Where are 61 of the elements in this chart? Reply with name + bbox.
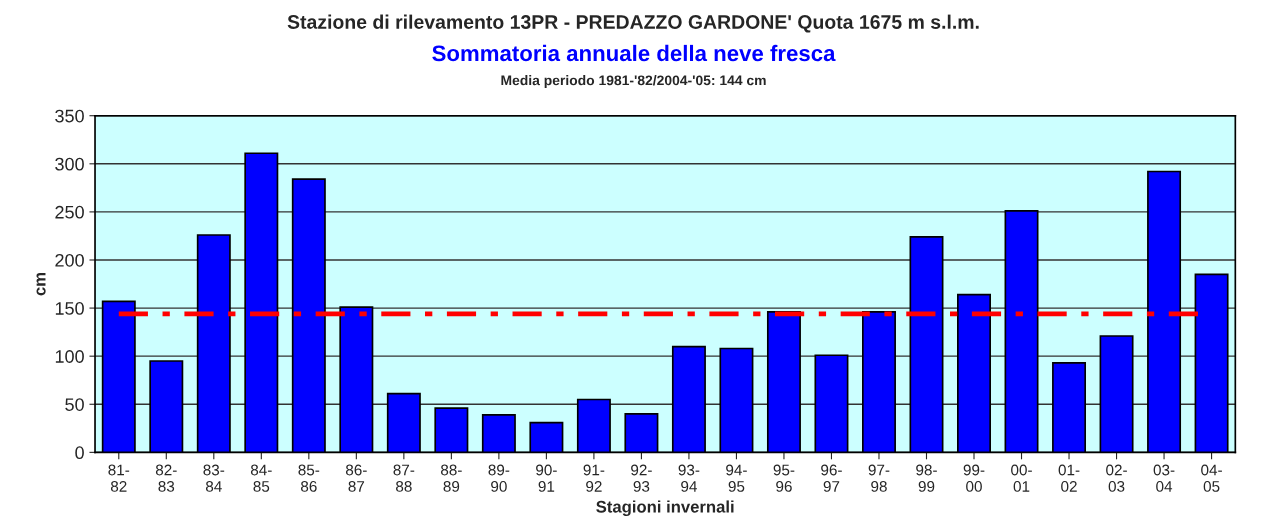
bar	[101, 300, 136, 453]
x-tick-label: 98- 99	[916, 464, 937, 492]
x-tick-label: 90- 91	[536, 464, 557, 492]
y-tick-label: 150	[55, 302, 84, 315]
x-tick-label: 88- 89	[440, 464, 462, 492]
bar	[196, 234, 231, 453]
x-tick-label: 04- 05	[1201, 464, 1222, 492]
x-tick-label: 94- 95	[726, 464, 747, 492]
y-tick-label: 350	[55, 109, 84, 123]
y-tick-label: 50	[65, 398, 84, 411]
x-tick-label: 84- 85	[250, 464, 272, 492]
x-tick-label: 00- 01	[1011, 464, 1032, 492]
bar	[339, 306, 374, 453]
y-axis-title: cm	[36, 273, 46, 296]
x-tick-label: 86- 87	[345, 464, 367, 492]
bar	[671, 345, 706, 453]
bar	[291, 178, 326, 453]
y-tick-label: 250	[55, 205, 84, 219]
bar	[576, 398, 611, 453]
y-tick-label: 300	[55, 157, 84, 171]
x-tick-label: 91- 92	[583, 464, 605, 492]
bar	[481, 414, 516, 453]
chart-subtitle: Sommatoria annuale della neve fresca	[432, 44, 836, 62]
x-tick-label: 83- 84	[203, 464, 225, 492]
text: Media periodo 1981-'82/2004-'05: 144 cm	[501, 75, 766, 88]
bar	[909, 236, 944, 453]
bar	[766, 311, 801, 453]
bar	[529, 421, 564, 453]
bar	[957, 293, 991, 453]
bar	[434, 407, 469, 453]
y-tick-label: 200	[55, 253, 84, 267]
x-tick-label: 03- 04	[1153, 464, 1175, 492]
x-tick-label: 92- 93	[631, 464, 652, 492]
x-tick-label: 02- 03	[1106, 464, 1127, 492]
y-tick-label: 0	[75, 446, 84, 460]
bar	[1194, 273, 1229, 453]
bar	[719, 347, 754, 453]
x-tick-label: 82- 83	[155, 464, 177, 492]
x-tick-label: 85- 86	[298, 464, 320, 492]
x-tick-label: 97- 98	[868, 464, 890, 492]
x-tick-label: 89- 90	[488, 464, 510, 492]
bar	[624, 413, 659, 453]
x-tick-label: 96- 97	[821, 464, 842, 492]
bar	[1099, 335, 1134, 453]
x-axis-title: Stagioni invernali	[596, 500, 734, 517]
bar	[1004, 210, 1039, 453]
bar	[244, 152, 279, 453]
x-tick-label: 01- 02	[1058, 464, 1080, 492]
bar	[149, 360, 184, 453]
x-tick-label: 81- 82	[108, 464, 130, 492]
x-tick-label: 93- 94	[678, 464, 700, 492]
bar	[861, 311, 896, 453]
y-tick-label: 100	[55, 350, 84, 363]
x-tick-label: 99- 00	[963, 464, 985, 492]
bar	[1052, 362, 1087, 453]
x-tick-label: 95- 96	[773, 464, 795, 492]
bar	[814, 354, 849, 453]
chart-title: Stazione di rilevamento 13PR - PREDAZZO GARDONE' Quota 1675 m s.l.m.	[287, 14, 979, 33]
x-tick-label: 87- 88	[393, 464, 415, 492]
bar	[1147, 170, 1182, 453]
bar	[386, 392, 421, 453]
